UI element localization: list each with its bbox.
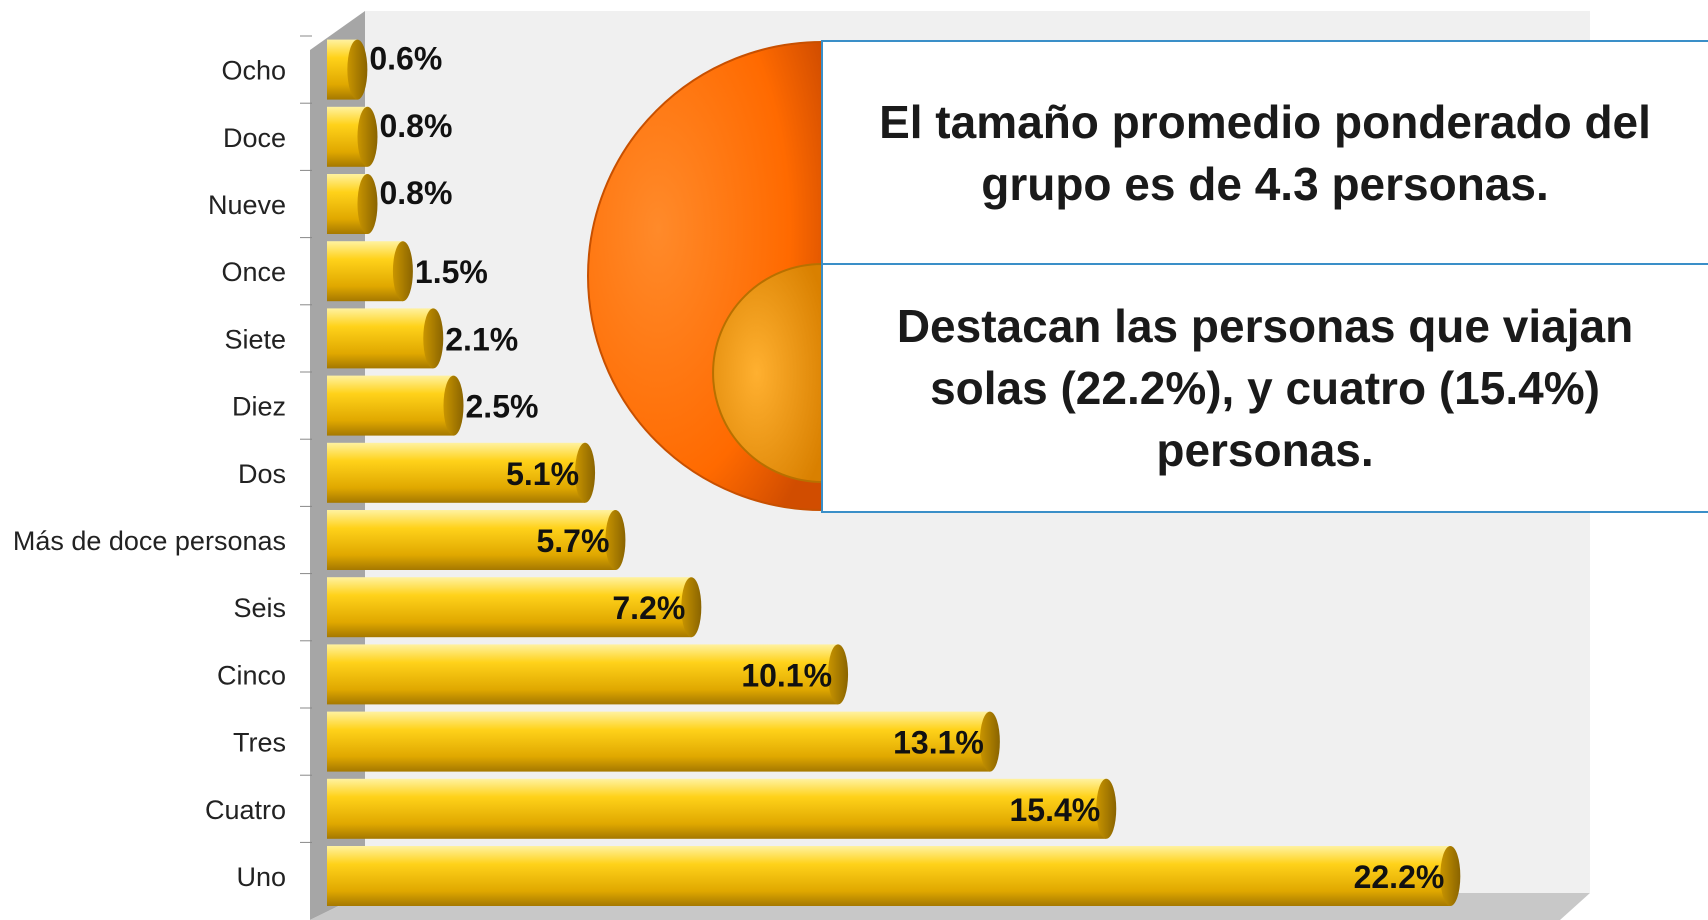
note-box: [821, 263, 1708, 513]
bar-cap: [357, 106, 378, 167]
value-label: 0.8%: [379, 108, 452, 144]
bar: [327, 846, 1451, 906]
bar-cap: [1440, 846, 1461, 906]
bar-cap: [443, 375, 464, 436]
y-tick-label: Doce: [223, 123, 286, 153]
value-label: 22.2%: [1354, 859, 1445, 895]
value-label: 10.1%: [741, 657, 832, 693]
value-label: 2.5%: [466, 389, 539, 425]
y-tick-label: Cinco: [217, 660, 286, 690]
value-label: 5.7%: [536, 523, 609, 559]
bar: [327, 308, 434, 369]
bar-cap: [1096, 778, 1117, 839]
bar-cap: [979, 711, 1000, 772]
value-label: 1.5%: [415, 254, 488, 290]
value-label: 0.8%: [379, 175, 452, 211]
y-tick-label: Tres: [233, 728, 286, 758]
bar-cap: [605, 510, 626, 570]
note-box: [821, 40, 1708, 265]
bar-cap: [357, 174, 378, 234]
value-label: 13.1%: [893, 725, 984, 761]
y-tick-label: Diez: [232, 392, 286, 422]
bar: [327, 778, 1107, 839]
bar: [327, 510, 616, 570]
bar: [327, 577, 692, 638]
bars: Ocho Doce Nueve Once Siete Diez Dos Más de doce…: [13, 35, 1461, 906]
y-tick-label: Ocho: [221, 56, 286, 86]
value-label: 7.2%: [612, 590, 685, 626]
y-tick-label: Once: [221, 257, 286, 287]
y-tick-label: Dos: [238, 459, 286, 489]
y-tick-label: Seis: [233, 593, 286, 623]
annotation: Destacan las personas que viajan solas (…: [896, 300, 1634, 476]
y-tick-label: Siete: [224, 324, 286, 354]
bar: [327, 375, 454, 436]
bar-cap: [681, 577, 702, 638]
annotation: El tamaño promedio ponderado del grupo e…: [879, 95, 1651, 210]
y-tick-label: Uno: [236, 862, 286, 892]
bar-cap: [575, 442, 596, 503]
bar: [327, 442, 586, 503]
decor-inner: [712, 262, 823, 484]
value-label: 5.1%: [506, 456, 579, 492]
bar-cap: [392, 241, 413, 302]
bar-cap: [828, 644, 849, 705]
bar-cap: [347, 39, 368, 100]
bar: [327, 241, 403, 302]
bar-cap: [423, 308, 444, 369]
value-label: 15.4%: [1010, 792, 1101, 828]
value-label: 0.6%: [369, 41, 442, 77]
bar: [327, 644, 839, 705]
bar: [327, 711, 990, 772]
y-tick-label: Cuatro: [205, 795, 286, 825]
y-tick-label: Nueve: [208, 190, 286, 220]
value-label: 2.1%: [445, 321, 518, 357]
y-tick-label: Más de doce personas: [13, 526, 286, 556]
